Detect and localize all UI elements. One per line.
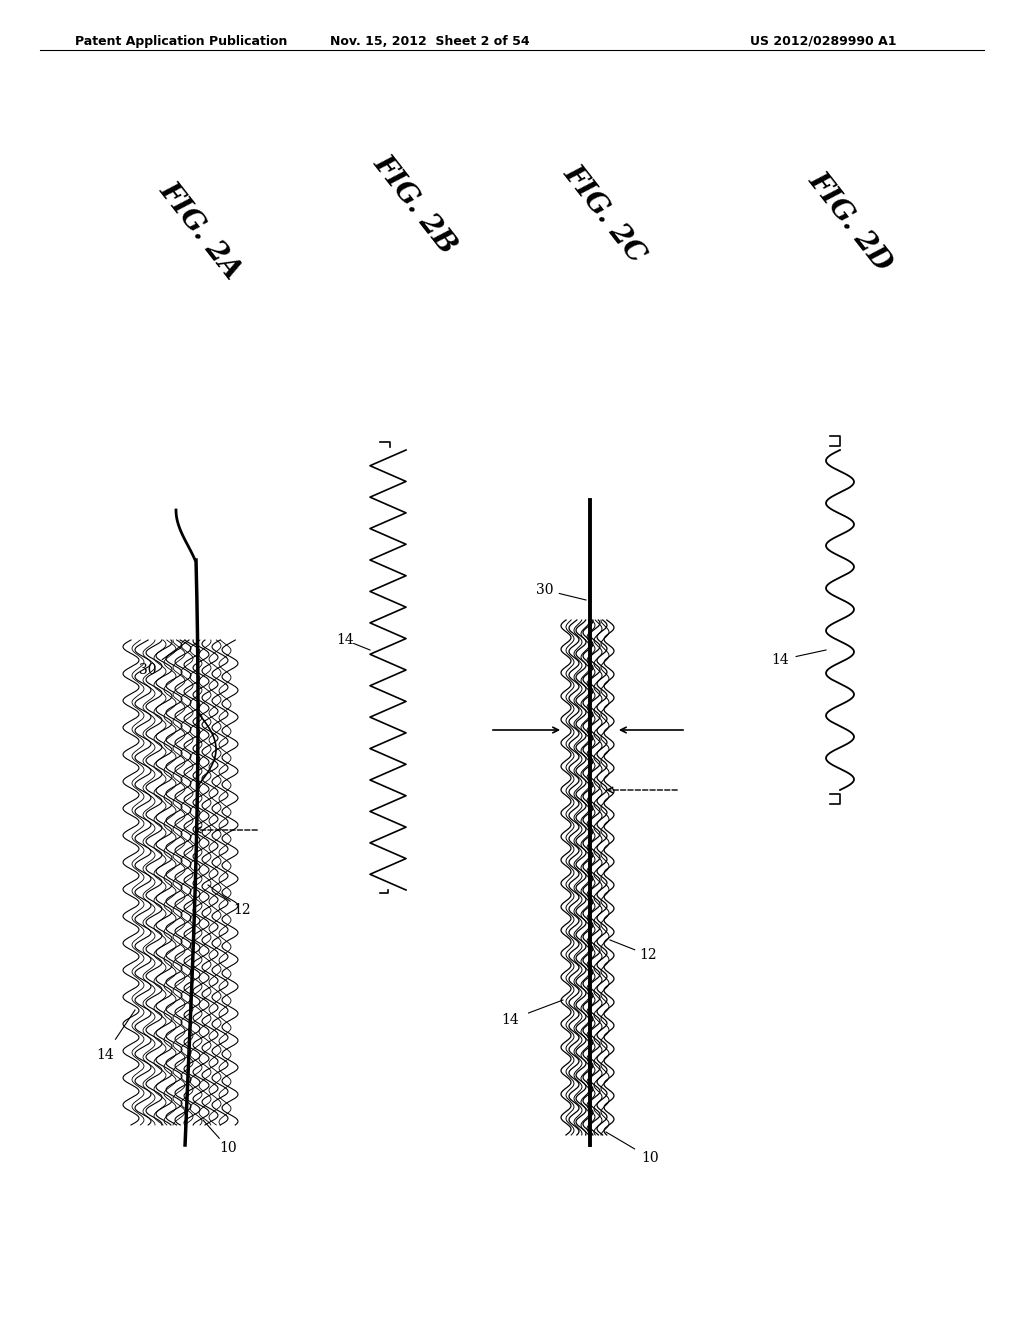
Text: 14: 14 bbox=[96, 1048, 114, 1063]
Text: 14: 14 bbox=[771, 653, 788, 667]
Text: 30: 30 bbox=[537, 583, 554, 597]
Text: Nov. 15, 2012  Sheet 2 of 54: Nov. 15, 2012 Sheet 2 of 54 bbox=[330, 36, 529, 48]
Text: Patent Application Publication: Patent Application Publication bbox=[75, 36, 288, 48]
Text: 12: 12 bbox=[233, 903, 251, 917]
Text: 30: 30 bbox=[139, 663, 157, 677]
Text: 10: 10 bbox=[219, 1140, 237, 1155]
Text: 12: 12 bbox=[639, 948, 656, 962]
Text: 10: 10 bbox=[641, 1151, 658, 1166]
Text: FIG. 2B: FIG. 2B bbox=[368, 150, 462, 259]
Text: FIG. 2A: FIG. 2A bbox=[154, 177, 246, 285]
Text: US 2012/0289990 A1: US 2012/0289990 A1 bbox=[750, 36, 896, 48]
Text: FIG. 2D: FIG. 2D bbox=[803, 166, 897, 277]
Text: FIG. 2C: FIG. 2C bbox=[558, 160, 650, 268]
Text: 14: 14 bbox=[336, 634, 354, 647]
Text: 14: 14 bbox=[501, 1012, 519, 1027]
